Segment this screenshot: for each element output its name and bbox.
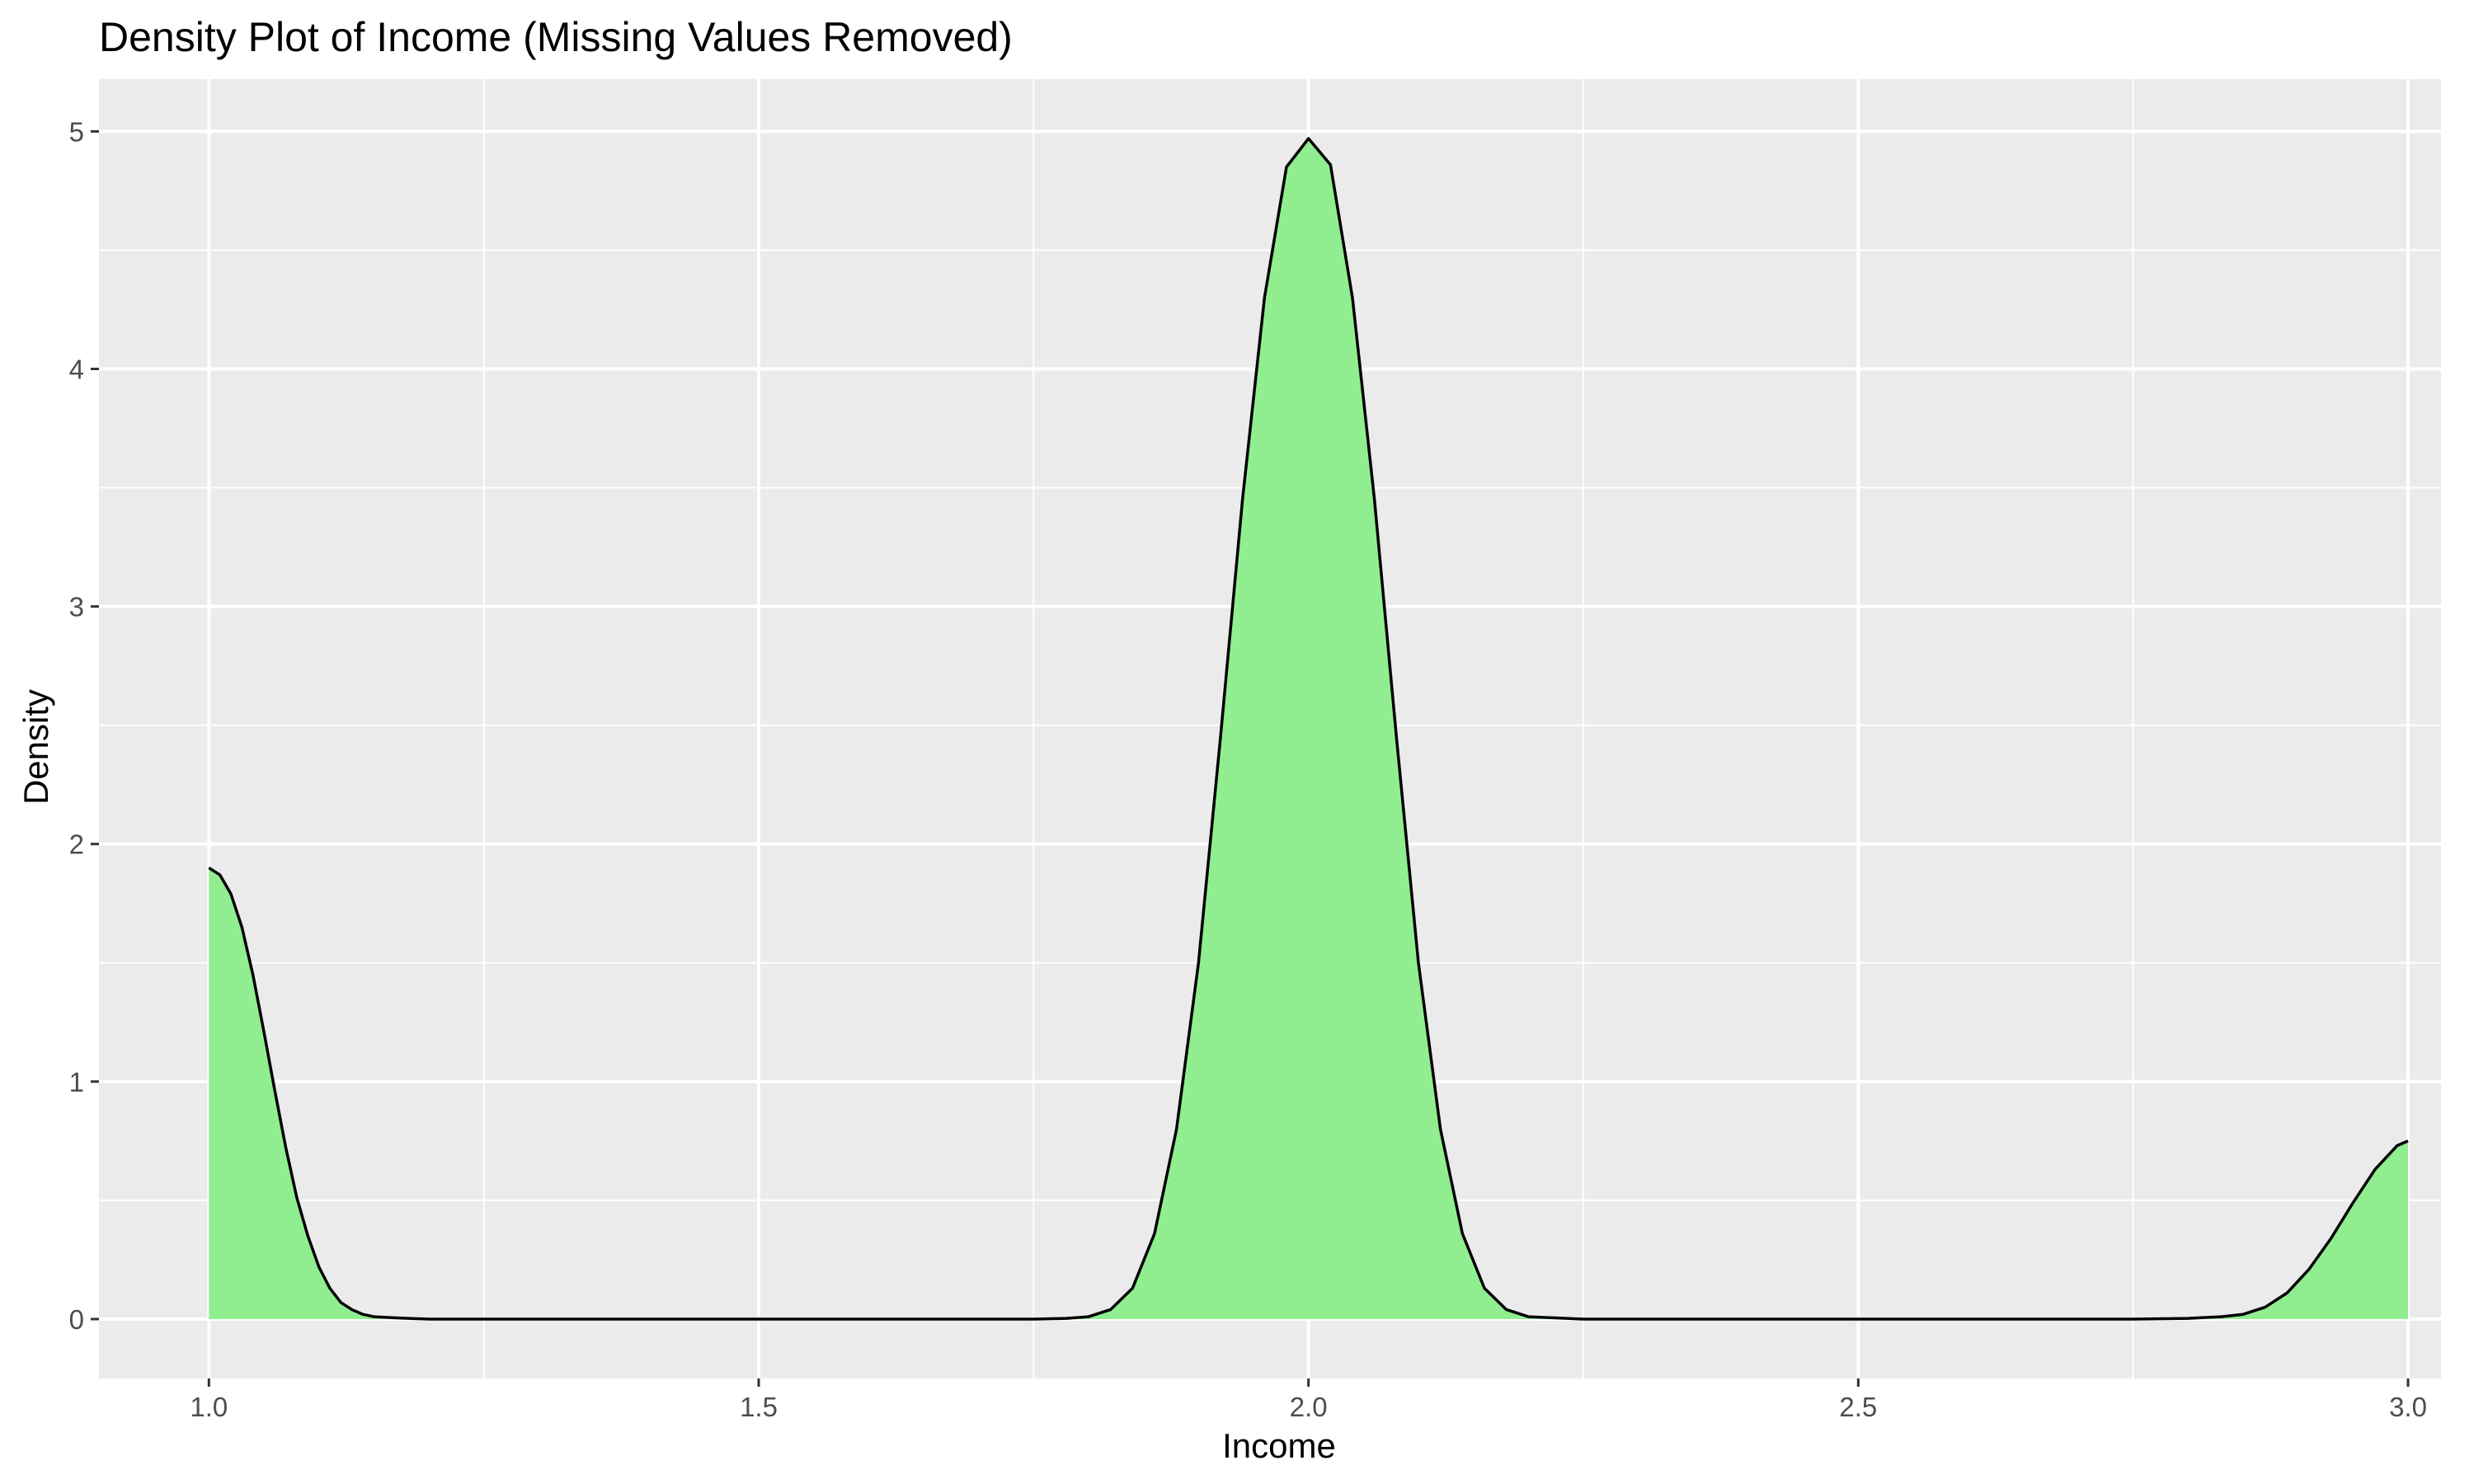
y-tick-label: 4 — [69, 355, 84, 385]
x-tick-label: 1.0 — [190, 1392, 228, 1422]
chart-title: Density Plot of Income (Missing Values R… — [99, 14, 1013, 60]
y-tick-label: 2 — [69, 829, 84, 860]
y-tick-label: 3 — [69, 592, 84, 622]
y-tick-label: 0 — [69, 1304, 84, 1335]
x-tick-label: 2.5 — [1839, 1392, 1877, 1422]
x-tick-label: 2.0 — [1290, 1392, 1328, 1422]
x-axis-title: Income — [1222, 1426, 1336, 1465]
density-line — [208, 137, 2409, 1321]
x-tick-label: 1.5 — [740, 1392, 778, 1422]
y-tick-label: 1 — [69, 1067, 84, 1097]
y-axis-title: Density — [16, 689, 55, 805]
density-series — [208, 137, 2409, 1321]
y-axis: 0 1 2 3 4 5 — [69, 116, 99, 1335]
density-area — [209, 139, 2408, 1319]
y-tick-label: 5 — [69, 116, 84, 147]
x-axis: 1.0 1.5 2.0 2.5 3.0 — [190, 1378, 2427, 1422]
x-tick-label: 3.0 — [2389, 1392, 2427, 1422]
